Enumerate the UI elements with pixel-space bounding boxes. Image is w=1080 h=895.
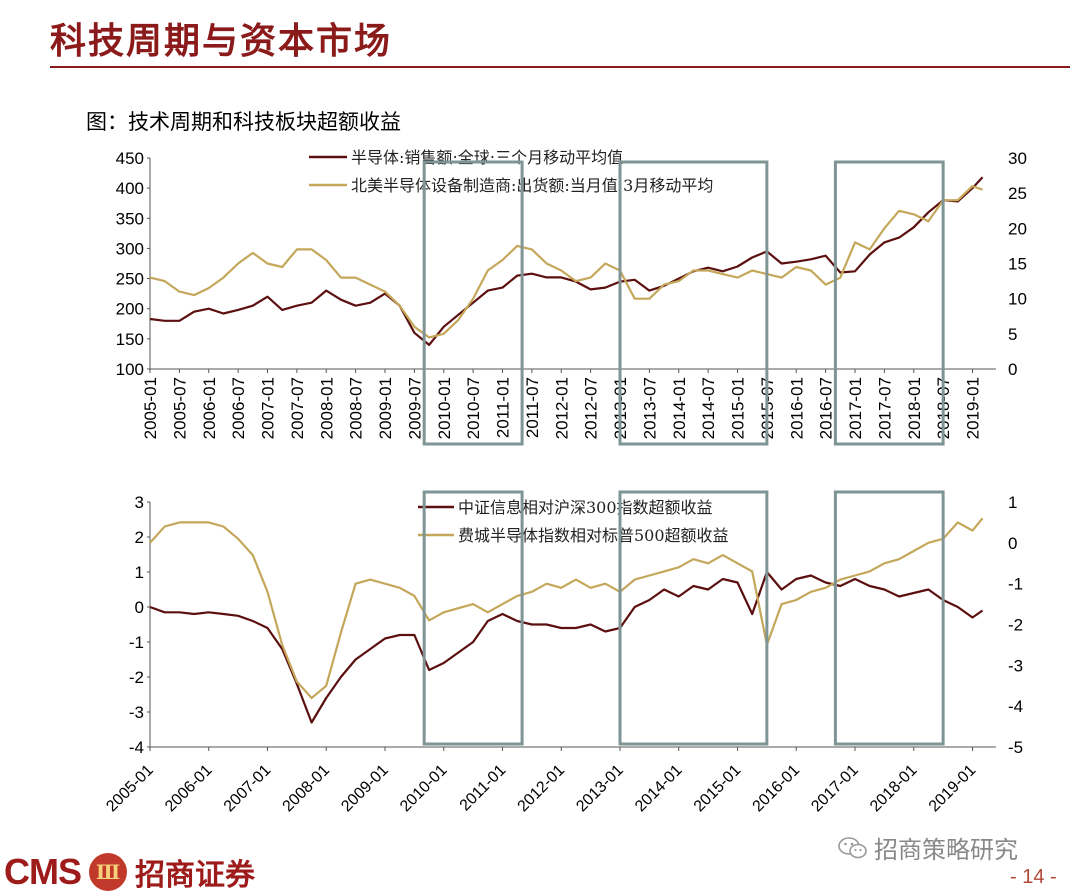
x-tick-label: 2017-01	[846, 377, 865, 439]
x-tick-label: 2014-07	[699, 377, 718, 439]
x-tick-label: 2018-01	[867, 762, 921, 816]
x-tick-label: 2011-01	[494, 377, 513, 438]
legend-label-1: 半导体:销售额:全球:三个月移动平均值	[351, 148, 623, 167]
y-left-tick-label: 0	[135, 598, 144, 617]
y-left-tick-label: 250	[116, 270, 144, 289]
y-left-tick-label: 1	[135, 563, 144, 582]
series-line-1	[149, 570, 984, 724]
x-tick-label: 2013-07	[640, 377, 659, 439]
y-left-tick-label: 350	[116, 209, 144, 228]
highlight-box-top-3	[833, 160, 945, 446]
wechat-watermark: 招商策略研究	[838, 830, 1018, 865]
y-left-tick-label: 3	[135, 493, 144, 512]
x-tick-label: 2014-01	[670, 377, 689, 439]
x-tick-label: 2013-01	[573, 762, 627, 816]
x-tick-label: 2016-01	[750, 762, 804, 816]
y-left-tick-label: 2	[135, 528, 144, 547]
y-left-tick-label: 400	[116, 179, 144, 198]
x-tick-label: 2009-07	[405, 377, 424, 439]
wechat-icon	[838, 836, 867, 858]
highlight-box-bottom-3	[833, 490, 945, 746]
x-tick-label: 2010-01	[397, 762, 451, 816]
x-tick-label: 2009-01	[338, 762, 392, 816]
series-line-2	[149, 185, 983, 339]
y-right-tick-label: -1	[1008, 575, 1023, 594]
y-right-tick-label: 1	[1008, 493, 1017, 512]
x-tick-label: 2006-01	[162, 762, 216, 816]
y-left-tick-label: -3	[129, 703, 144, 722]
y-left-tick-label: 300	[116, 239, 144, 258]
y-right-tick-label: 25	[1008, 184, 1027, 203]
cms-logo: CMS Ⅲ 招商证券	[4, 850, 255, 894]
y-right-tick-label: -4	[1008, 697, 1023, 716]
y-left-tick-label: -1	[129, 633, 144, 652]
x-tick-label: 2005-01	[103, 762, 157, 816]
x-tick-label: 2006-07	[229, 377, 248, 439]
x-tick-label: 2011-07	[523, 377, 542, 438]
y-left-tick-label: 100	[116, 360, 144, 379]
x-tick-label: 2005-07	[170, 377, 189, 439]
y-left-tick-label: 450	[116, 149, 144, 168]
x-tick-label: 2005-01	[141, 377, 160, 439]
y-right-tick-label: -2	[1008, 616, 1023, 635]
x-tick-label: 2017-07	[875, 377, 894, 439]
y-right-tick-label: 10	[1008, 290, 1027, 309]
x-tick-label: 2019-01	[926, 762, 980, 816]
x-tick-label: 2016-01	[787, 377, 806, 439]
y-left-tick-label: -4	[129, 738, 144, 757]
y-right-tick-label: 0	[1008, 534, 1017, 553]
x-tick-label: 2014-01	[632, 762, 686, 816]
figure-caption: 图：技术周期和科技板块超额收益	[86, 110, 401, 134]
x-tick-label: 2019-01	[964, 377, 983, 439]
y-left-tick-label: 150	[116, 330, 144, 349]
x-tick-label: 2008-07	[347, 377, 366, 439]
series-line-2	[149, 517, 984, 700]
cms-logo-mark: Ⅲ	[89, 853, 127, 891]
x-tick-label: 2015-01	[729, 377, 748, 439]
highlight-box-bottom-2	[618, 490, 769, 746]
wechat-account-name: 招商策略研究	[874, 836, 1018, 864]
slide-title: 科技周期与资本市场	[50, 20, 393, 62]
y-right-tick-label: 0	[1008, 360, 1017, 379]
x-tick-label: 2017-01	[808, 762, 862, 816]
highlight-box-top-2	[618, 160, 769, 446]
y-right-tick-label: 15	[1008, 255, 1027, 274]
top-chart: 450 400 350 300 250 200 150 100 30 25 20 15 10 5 0 2005…	[116, 148, 1027, 439]
x-tick-label: 2012-07	[582, 377, 601, 439]
y-right-tick-label: -5	[1008, 738, 1023, 757]
x-tick-label: 2011-01	[457, 762, 510, 815]
x-tick-label: 2010-07	[464, 377, 483, 439]
cms-logo-text: CMS	[4, 851, 82, 892]
y-left-tick-label: 200	[116, 300, 144, 319]
x-tick-label: 2009-01	[376, 377, 395, 439]
x-tick-label: 2012-01	[515, 762, 569, 816]
page-number: - 14 -	[1010, 866, 1057, 888]
x-tick-label: 2016-07	[817, 377, 836, 439]
legend-label-2: 费城半导体指数相对标普500超额收益	[458, 526, 729, 545]
y-right-tick-label: 20	[1008, 219, 1027, 238]
x-tick-label: 2006-01	[200, 377, 219, 439]
x-tick-label: 2018-01	[905, 377, 924, 439]
x-tick-label: 2007-01	[259, 377, 278, 439]
x-tick-label: 2008-01	[280, 762, 334, 816]
title-divider	[50, 66, 1070, 68]
cms-logo-cn: 招商证券	[135, 858, 255, 893]
highlight-box-bottom-1	[422, 490, 524, 746]
x-tick-label: 2007-07	[288, 377, 307, 439]
x-tick-label: 2010-01	[435, 377, 454, 439]
highlight-box-top-1	[422, 160, 524, 446]
x-tick-label: 2015-01	[691, 762, 745, 816]
x-tick-label: 2007-01	[221, 762, 275, 816]
y-right-tick-label: -3	[1008, 656, 1023, 675]
x-tick-label: 2008-01	[317, 377, 336, 439]
legend-label-1: 中证信息相对沪深300指数超额收益	[458, 498, 713, 517]
x-tick-label: 2012-01	[552, 377, 571, 439]
legend-label-2: 北美半导体设备制造商:出货额:当月值:3月移动平均	[351, 176, 713, 195]
y-left-tick-label: -2	[129, 668, 144, 687]
series-line-1	[149, 176, 984, 346]
y-right-tick-label: 5	[1008, 325, 1017, 344]
y-right-tick-label: 30	[1008, 149, 1027, 168]
